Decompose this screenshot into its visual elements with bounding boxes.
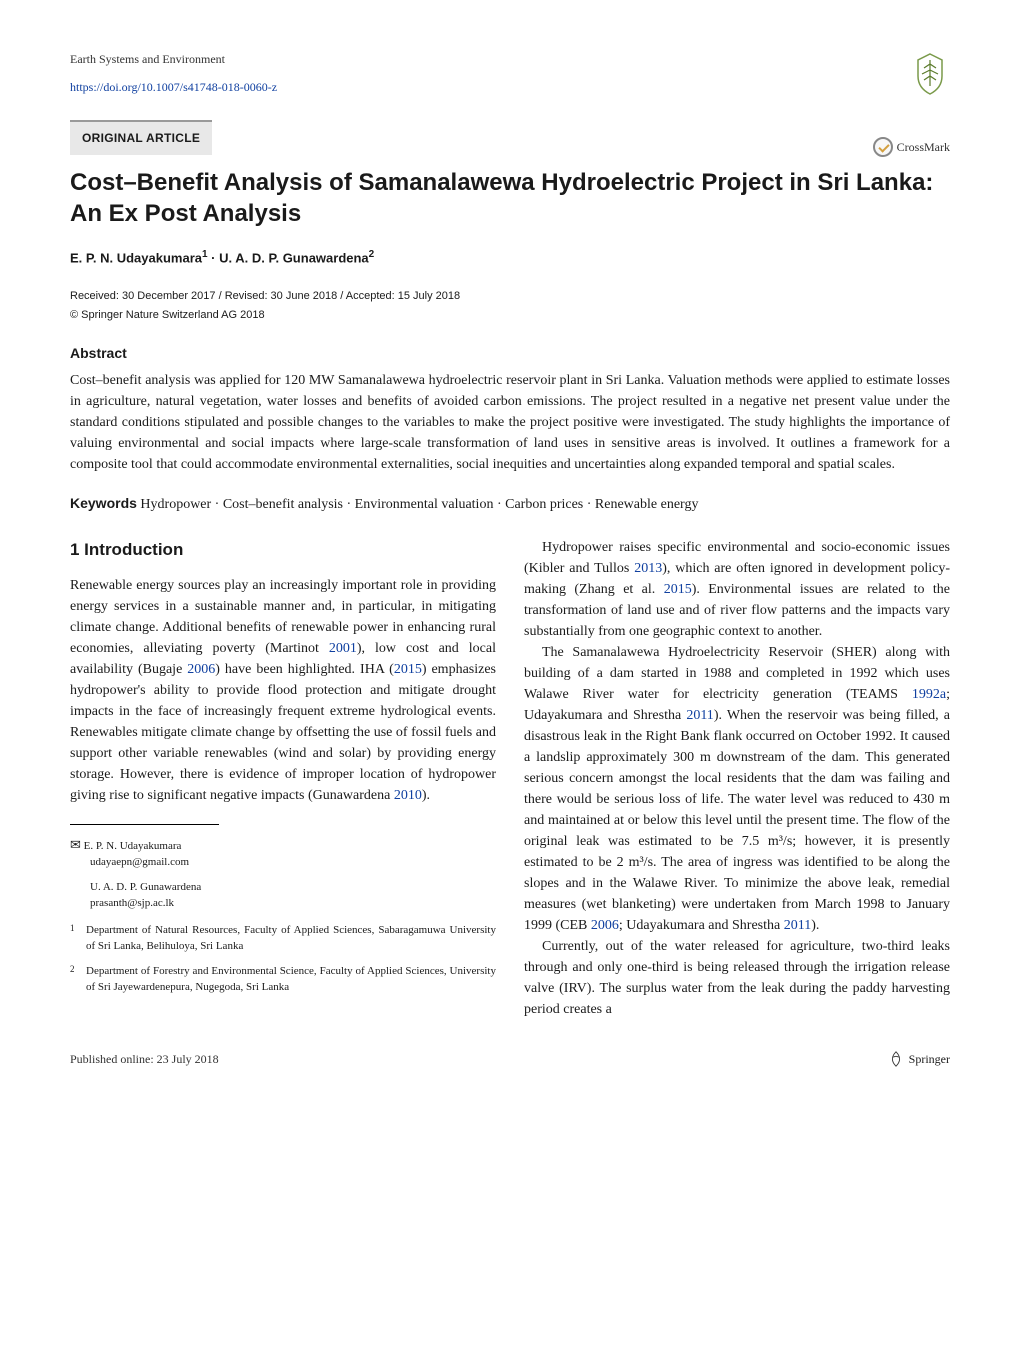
publisher-badge: Springer [887, 1050, 950, 1068]
affiliation-1: 1 Department of Natural Resources, Facul… [70, 922, 496, 955]
author2-email[interactable]: prasanth@sjp.ac.lk [90, 897, 174, 909]
crossmark-icon [873, 137, 893, 157]
article-dates: Received: 30 December 2017 / Revised: 30… [70, 288, 950, 305]
corr-author-name: E. P. N. Udayakumara [84, 840, 182, 852]
author-2: U. A. D. P. Gunawardena [219, 251, 369, 266]
right-column: Hydropower raises specific environmental… [524, 537, 950, 1020]
left-column: 1 Introduction Renewable energy sources … [70, 537, 496, 1020]
copyright-line: © Springer Nature Switzerland AG 2018 [70, 307, 950, 324]
publisher-name: Springer [909, 1050, 950, 1068]
crossmark-badge[interactable]: CrossMark [873, 137, 950, 157]
footnote-rule [70, 824, 219, 825]
affil-2-num: 2 [70, 963, 78, 996]
right-paragraph-3: Currently, out of the water released for… [524, 936, 950, 1020]
corr-author-email[interactable]: udayaepn@gmail.com [90, 856, 189, 868]
ref-bugaje-2006[interactable]: 2006 [187, 662, 215, 677]
doi-link[interactable]: https://doi.org/10.1007/s41748-018-0060-… [70, 78, 910, 96]
intro-paragraph-1: Renewable energy sources play an increas… [70, 575, 496, 806]
author-separator: · [208, 251, 220, 266]
header-row: Earth Systems and Environment https://do… [70, 50, 950, 106]
authors-line: E. P. N. Udayakumara1 · U. A. D. P. Guna… [70, 247, 950, 268]
author-block-2: U. A. D. P. Gunawardena prasanth@sjp.ac.… [90, 879, 496, 912]
affil-1-text: Department of Natural Resources, Faculty… [86, 922, 496, 955]
ref-udayakumara-2011a[interactable]: 2011 [686, 708, 713, 723]
keywords-line: Keywords Hydropower · Cost–benefit analy… [70, 493, 950, 515]
author2-name: U. A. D. P. Gunawardena [90, 881, 201, 893]
author-2-affil: 2 [369, 249, 375, 260]
ref-martinot-2001[interactable]: 2001 [329, 641, 357, 656]
header-left: Earth Systems and Environment https://do… [70, 50, 910, 106]
envelope-icon: ✉ [70, 837, 81, 852]
page-footer: Published online: 23 July 2018 Springer [70, 1050, 950, 1068]
springer-icon [887, 1050, 905, 1068]
affil-2-text: Department of Forestry and Environmental… [86, 963, 496, 996]
article-type-badge: ORIGINAL ARTICLE [70, 120, 212, 155]
ref-udayakumara-2011b[interactable]: 2011 [784, 918, 811, 933]
affiliation-2: 2 Department of Forestry and Environment… [70, 963, 496, 996]
article-type-label: ORIGINAL ARTICLE [82, 131, 200, 145]
affil-1-num: 1 [70, 922, 78, 955]
corresponding-author-1: ✉ E. P. N. Udayakumara udayaepn@gmail.co… [70, 835, 496, 871]
section-1-heading: 1 Introduction [70, 537, 496, 563]
ref-gunawardena-2010[interactable]: 2010 [394, 788, 422, 803]
body-columns: 1 Introduction Renewable energy sources … [70, 537, 950, 1020]
ref-ceb-2006[interactable]: 2006 [591, 918, 619, 933]
author-1: E. P. N. Udayakumara [70, 251, 202, 266]
published-online: Published online: 23 July 2018 [70, 1050, 219, 1068]
journal-name: Earth Systems and Environment [70, 50, 910, 68]
keywords-text: Hydropower · Cost–benefit analysis · Env… [137, 497, 699, 512]
journal-badge-icon [910, 50, 950, 105]
ref-zhang-2015[interactable]: 2015 [664, 582, 692, 597]
ref-iha-2015[interactable]: 2015 [394, 662, 422, 677]
ref-teams-1992a[interactable]: 1992a [912, 687, 946, 702]
right-paragraph-2: The Samanalawewa Hydroelectricity Reserv… [524, 642, 950, 936]
abstract-heading: Abstract [70, 343, 950, 364]
keywords-label: Keywords [70, 495, 137, 511]
ref-kibler-2013[interactable]: 2013 [634, 561, 662, 576]
abstract-text: Cost–benefit analysis was applied for 12… [70, 370, 950, 475]
right-paragraph-1: Hydropower raises specific environmental… [524, 537, 950, 642]
crossmark-label: CrossMark [897, 138, 950, 156]
article-title: Cost–Benefit Analysis of Samanalawewa Hy… [70, 167, 950, 229]
